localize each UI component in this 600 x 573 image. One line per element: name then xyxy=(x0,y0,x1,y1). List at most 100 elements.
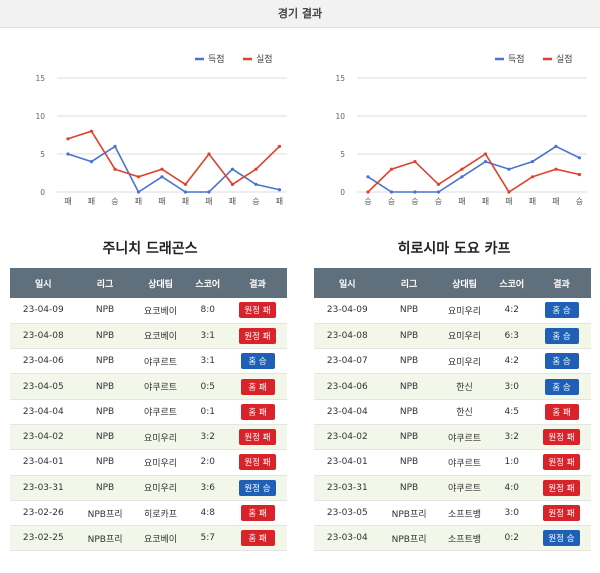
result-badge: 홈 패 xyxy=(544,403,579,420)
data-point xyxy=(254,182,258,186)
result-badge: 홈 패 xyxy=(240,378,275,395)
table-row: 23-03-05 NPB프리 소프트뱅 3:0 원정 패 xyxy=(314,500,591,527)
chart-legend: 득점 실점 xyxy=(495,53,573,65)
data-point xyxy=(554,167,558,171)
cell-result: 홈 승 xyxy=(532,298,591,324)
cell-league: NPB xyxy=(76,348,134,375)
result-badge: 홈 패 xyxy=(240,403,275,420)
table-row: 23-04-08 NPB 요미우리 6:3 홈 승 xyxy=(314,323,591,350)
cell-score: 3:0 xyxy=(491,373,533,400)
chart-left: 득점 실점 15 10 5 0 패 패 승 패 패 패 패 패 승 패 xyxy=(35,53,287,206)
result-badge: 원정 패 xyxy=(239,302,276,319)
cell-opponent: 히로카프 xyxy=(133,500,188,527)
column-header: 스코어 xyxy=(187,268,229,298)
cell-result: 원정 패 xyxy=(532,475,591,501)
table-row: 23-04-05 NPB 야쿠르트 0:5 홈 패 xyxy=(10,373,287,400)
data-point xyxy=(507,167,511,171)
column-header: 결과 xyxy=(532,268,591,298)
data-point xyxy=(160,167,164,171)
result-badge: 홈 승 xyxy=(544,302,579,319)
cell-score: 3:1 xyxy=(187,348,229,375)
cell-score: 4:5 xyxy=(491,399,533,425)
x-tick-label: 승 xyxy=(411,197,418,206)
legend-label: 실점 xyxy=(256,53,273,65)
x-tick-label: 패 xyxy=(458,196,465,206)
x-tick-label: 패 xyxy=(88,196,95,206)
table-row: 23-04-01 NPB 야쿠르트 1:0 원정 패 xyxy=(314,449,591,476)
cell-league: NPB xyxy=(380,323,438,350)
x-tick-label: 패 xyxy=(229,196,236,206)
column-header: 상대팀 xyxy=(133,268,188,298)
results-table-right: 일시 리그 상대팀 스코어 결과 23-04-09 NPB 요미우리 4:2 홈 승 23-04-… xyxy=(314,268,591,552)
x-tick-label: 승 xyxy=(388,197,395,206)
data-point xyxy=(436,182,441,186)
cell-league: NPB xyxy=(76,323,134,350)
data-point xyxy=(254,167,258,171)
series-line-score xyxy=(367,145,580,193)
cell-result: 홈 패 xyxy=(228,500,287,527)
cell-opponent: 요미우리 xyxy=(133,424,188,451)
cell-league: NPB프리 xyxy=(380,525,438,552)
cell-date: 23-04-05 xyxy=(10,373,77,400)
cell-opponent: 요미우리 xyxy=(133,475,188,501)
cell-score: 3:1 xyxy=(187,323,229,350)
y-tick-label: 15 xyxy=(335,74,345,83)
cell-league: NPB xyxy=(76,399,134,425)
cell-date: 23-04-01 xyxy=(314,449,381,476)
series-line-score xyxy=(67,145,280,194)
x-tick-label: 패 xyxy=(482,196,489,206)
cell-result: 홈 패 xyxy=(228,399,287,425)
cell-league: NPB xyxy=(76,298,134,324)
cell-result: 원정 패 xyxy=(532,449,591,476)
x-tick-label: 패 xyxy=(529,196,536,206)
cell-opponent: 요코베이 xyxy=(133,323,188,350)
x-tick-label: 승 xyxy=(364,197,371,206)
data-point xyxy=(554,144,558,148)
cell-opponent: 요미우리 xyxy=(437,348,492,375)
data-point xyxy=(113,144,117,148)
cell-result: 홈 승 xyxy=(532,373,591,400)
data-point xyxy=(207,190,211,194)
cell-score: 1:0 xyxy=(491,449,533,476)
legend-label: 득점 xyxy=(208,53,225,65)
data-point xyxy=(183,182,188,186)
data-point xyxy=(577,156,582,160)
cell-result: 원정 패 xyxy=(228,424,287,451)
cell-score: 5:7 xyxy=(187,525,229,552)
table-row: 23-04-04 NPB 한신 4:5 홈 패 xyxy=(314,399,591,425)
team-title-left: 주니치 드래곤스 xyxy=(102,241,198,257)
data-point xyxy=(230,182,235,186)
cell-result: 홈 패 xyxy=(228,373,287,400)
cell-league: NPB xyxy=(380,373,438,400)
cell-opponent: 야쿠르트 xyxy=(133,348,188,375)
cell-date: 23-03-31 xyxy=(10,475,77,501)
cell-result: 원정 패 xyxy=(532,500,591,527)
page-title: 경기 결과 xyxy=(277,7,323,20)
column-header: 리그 xyxy=(76,268,134,298)
cell-result: 원정 패 xyxy=(228,323,287,350)
cell-result: 홈 패 xyxy=(532,399,591,425)
chart-legend: 득점 실점 xyxy=(195,53,273,65)
cell-result: 원정 패 xyxy=(532,424,591,451)
cell-league: NPB xyxy=(76,424,134,451)
x-tick-label: 패 xyxy=(276,196,283,206)
result-badge: 홈 승 xyxy=(240,353,275,370)
x-tick-label: 승 xyxy=(252,197,259,206)
page-header: 경기 결과 xyxy=(0,0,600,28)
cell-score: 0:1 xyxy=(187,399,229,425)
column-header: 스코어 xyxy=(491,268,533,298)
table-header-row: 일시 리그 상대팀 스코어 결과 xyxy=(314,268,591,298)
cell-result: 원정 승 xyxy=(532,525,591,552)
result-badge: 홈 패 xyxy=(240,505,275,522)
table-row: 23-04-01 NPB 요미우리 2:0 원정 패 xyxy=(10,449,287,476)
x-tick-label: 패 xyxy=(158,196,165,206)
cell-score: 4:8 xyxy=(187,500,229,527)
cell-date: 23-04-02 xyxy=(314,424,381,451)
cell-date: 23-04-06 xyxy=(314,373,381,400)
legend-label: 실점 xyxy=(556,53,573,65)
x-tick-label: 패 xyxy=(64,196,71,206)
cell-opponent: 야쿠르트 xyxy=(133,373,188,400)
series-line-conceded xyxy=(367,152,580,194)
cell-league: NPB xyxy=(76,449,134,476)
cell-league: NPB프리 xyxy=(76,500,134,527)
